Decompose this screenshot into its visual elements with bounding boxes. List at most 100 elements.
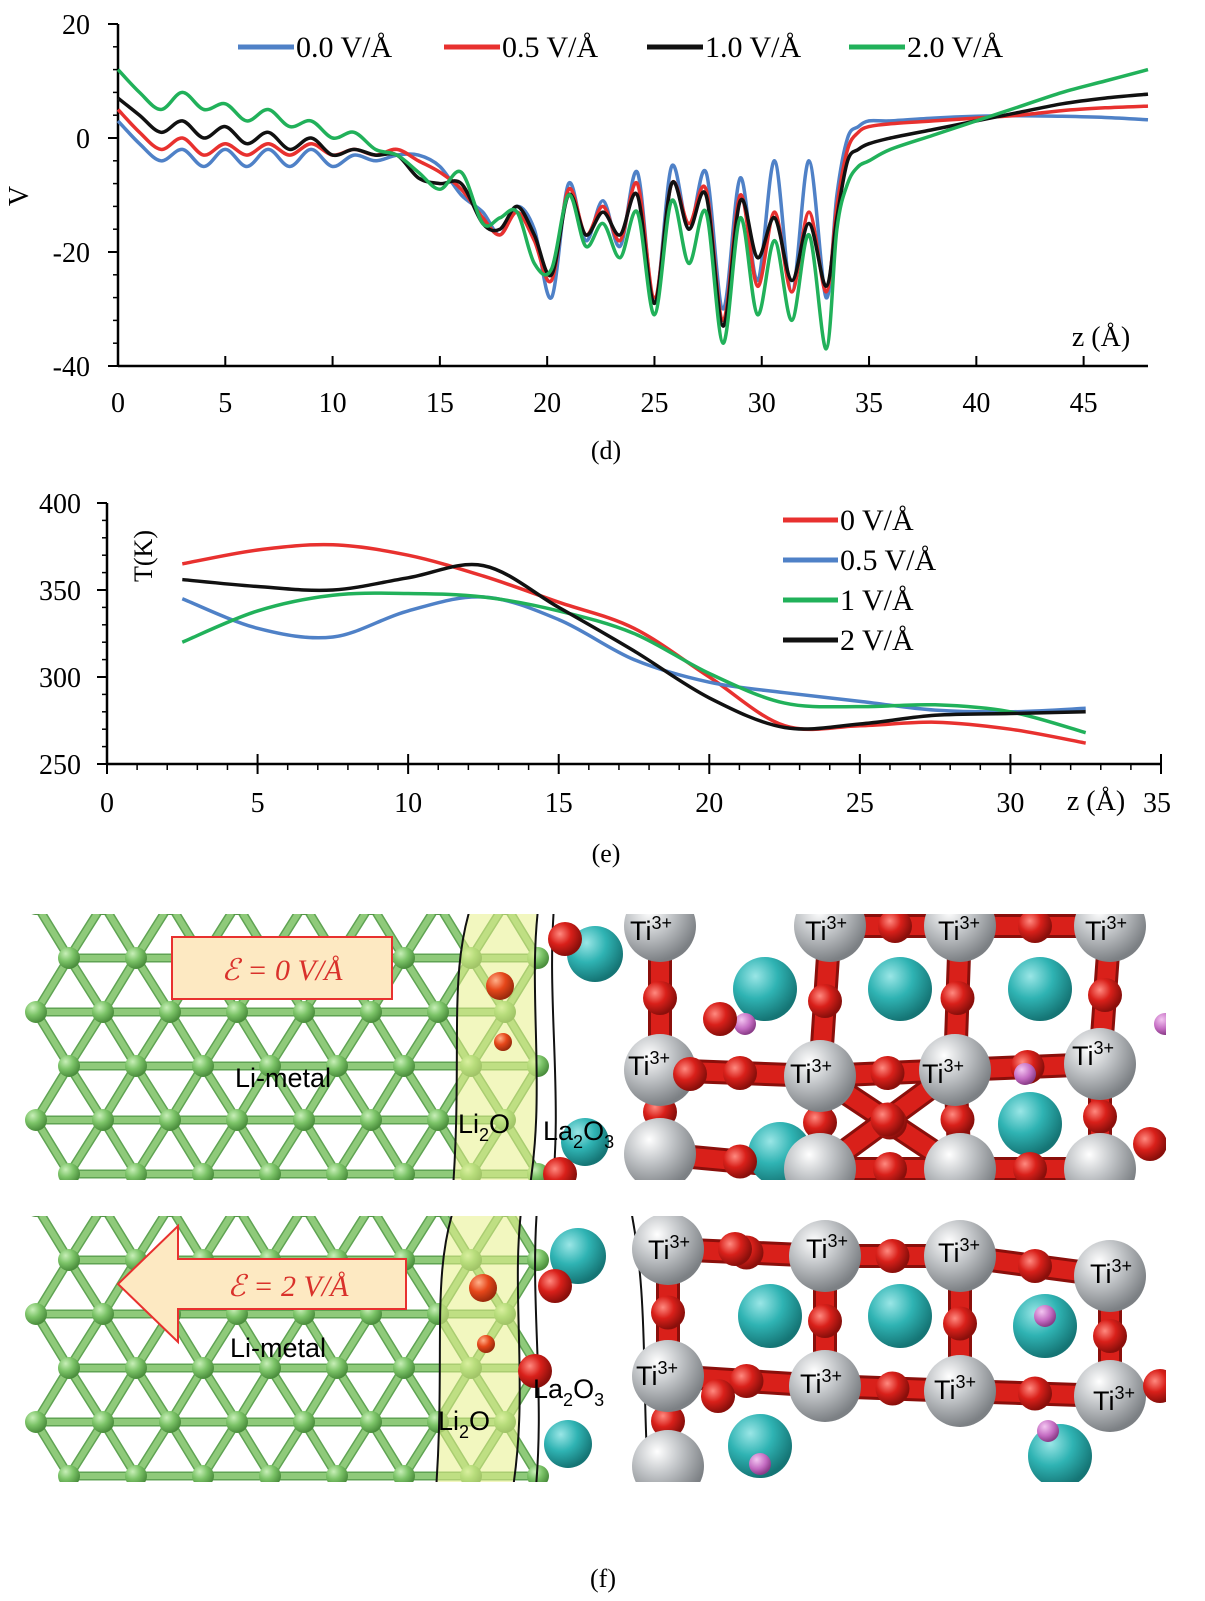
o-atom xyxy=(651,1404,685,1438)
field-box-top-frame xyxy=(171,936,393,1000)
d-x-tick-label: 35 xyxy=(855,388,883,419)
li-atom xyxy=(25,1001,47,1023)
li-atom xyxy=(366,1216,376,1217)
ti-atom xyxy=(624,914,696,962)
la-atom xyxy=(868,957,932,1021)
o-atom xyxy=(873,1152,907,1180)
ti3-label: Ti3+ xyxy=(805,913,847,946)
li-atom xyxy=(58,947,80,969)
la2o3-region xyxy=(534,1216,651,1482)
f-caption: (f) xyxy=(590,1564,616,1593)
la-atom xyxy=(561,1118,609,1166)
li-atom xyxy=(393,1163,415,1180)
o-atom xyxy=(875,1239,910,1273)
li2o-region xyxy=(452,914,539,1180)
o-atom xyxy=(1018,914,1052,943)
li-atom xyxy=(226,1001,248,1023)
li2o-oxygen-atom xyxy=(477,1335,495,1353)
li-atom xyxy=(427,1001,449,1023)
panel-d-chart: 20 0 -20 -40 0 5 10 15 20 25 30 35 40 45 0.0 V/Å 0.5 V… xyxy=(4,10,1149,465)
li-atom xyxy=(427,1109,449,1131)
la2o3-label-bottom: La2O3 xyxy=(533,1374,604,1410)
e-axes: 400 350 300 250 0 5 10 15 20 25 30 35 xyxy=(39,489,1171,819)
d-caption: (d) xyxy=(591,436,621,465)
ti-atom xyxy=(924,1355,996,1427)
d-legend-label-3: 2.0 V/Å xyxy=(907,31,1003,64)
li-atom xyxy=(31,1216,41,1217)
ti-atom xyxy=(784,1040,856,1112)
li-bond xyxy=(505,850,538,904)
li-atom xyxy=(527,1249,549,1271)
ti-atom xyxy=(632,1340,704,1412)
li-bond xyxy=(103,850,136,904)
li-atom xyxy=(125,1357,147,1379)
ti3-label: Ti3+ xyxy=(934,1372,976,1405)
li-bond-shadow xyxy=(270,850,304,904)
la2o3-label-top: La2O3 xyxy=(543,1116,614,1152)
ti-atom xyxy=(789,1350,861,1422)
li-atom xyxy=(393,839,415,861)
o-atom xyxy=(878,914,912,943)
la-atom xyxy=(738,1284,802,1348)
field-box-top: ℰ = 0 V/Å xyxy=(171,936,393,1000)
ti-atom xyxy=(1074,1360,1146,1432)
li-atom xyxy=(299,1216,309,1217)
o-atom xyxy=(703,1002,737,1036)
li-bond-shadow xyxy=(438,850,471,904)
la-atom xyxy=(544,1420,592,1468)
li-atom xyxy=(360,1001,382,1023)
li-bond xyxy=(371,850,404,904)
li-atom xyxy=(259,839,281,861)
li-bond xyxy=(270,850,304,904)
li-ion-atom xyxy=(1014,1063,1036,1085)
o-atom xyxy=(723,1144,757,1179)
e-x-tick-label: 15 xyxy=(545,788,573,819)
o-atom xyxy=(538,1269,572,1303)
ti3-label: Ti3+ xyxy=(648,1232,690,1265)
li-atom xyxy=(393,1055,415,1077)
ti3-label: Ti3+ xyxy=(1093,1383,1135,1416)
o-atom xyxy=(870,1102,905,1137)
d-legend-label-0: 0.0 V/Å xyxy=(296,31,392,64)
ti3-label: Ti3+ xyxy=(938,913,980,946)
li-atom xyxy=(500,1216,510,1217)
li-atom xyxy=(25,1411,47,1433)
ti3-label: Ti3+ xyxy=(806,1231,848,1264)
e-y-axis-label: T(K) xyxy=(129,530,158,582)
o-atom xyxy=(1143,1369,1166,1403)
ti-atom xyxy=(1064,1133,1136,1180)
li-bond-shadow xyxy=(505,850,538,904)
li-atom xyxy=(393,947,415,969)
o-atom xyxy=(1018,1249,1052,1283)
li-atom xyxy=(58,839,80,861)
ti3-label: Ti3+ xyxy=(636,1358,678,1391)
li-atom xyxy=(326,1465,348,1482)
li-atom xyxy=(299,914,309,915)
o-atom xyxy=(870,1056,905,1090)
ti-atom xyxy=(919,1034,991,1106)
li-ion-atom xyxy=(734,1013,756,1035)
li-atom xyxy=(393,1465,415,1482)
li-atom xyxy=(159,1109,181,1131)
ti3-label: Ti3+ xyxy=(628,1048,670,1081)
li-atom xyxy=(527,839,549,861)
d-x-tick-label: 5 xyxy=(218,388,232,419)
d-y-axis-label: V xyxy=(4,186,35,206)
li-atom xyxy=(58,1163,80,1180)
li-atom xyxy=(25,1109,47,1131)
d-x-tick-label: 0 xyxy=(111,388,125,419)
e-caption: (e) xyxy=(592,839,621,868)
li-bond-shadow xyxy=(304,850,337,904)
d-x-tick-label: 15 xyxy=(426,388,454,419)
li2o-oxygen-atom xyxy=(469,1274,497,1302)
li-bond xyxy=(471,850,505,904)
li2o-label-top: Li2O xyxy=(458,1109,510,1145)
e-series-line-2 xyxy=(181,591,1087,735)
li-metal-label-bottom: Li-metal xyxy=(230,1333,326,1363)
la-atom xyxy=(550,1228,606,1284)
o-atom xyxy=(1088,978,1122,1012)
ti-atom xyxy=(624,1118,696,1180)
o-atom xyxy=(518,1354,552,1388)
li-atom xyxy=(232,914,242,915)
li-atom xyxy=(92,1001,114,1023)
